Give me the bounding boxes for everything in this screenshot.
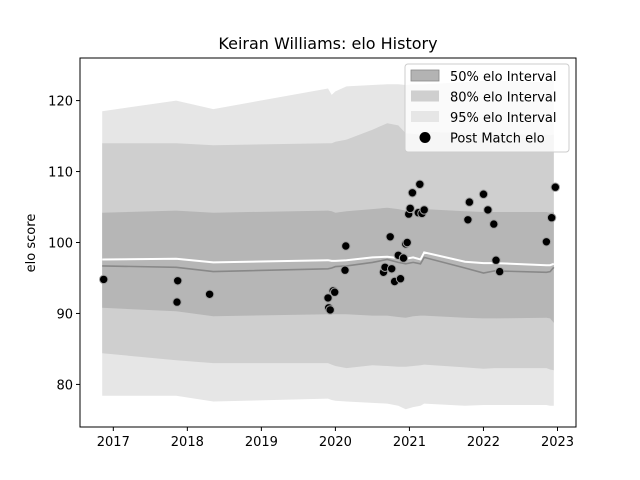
post-match-point — [325, 305, 335, 315]
post-match-point — [340, 265, 350, 275]
y-tick-label: 100 — [48, 237, 73, 252]
x-tick-label: 2022 — [467, 435, 500, 450]
x-tick-label: 2018 — [171, 435, 204, 450]
post-match-point — [463, 215, 473, 225]
median-line — [102, 256, 555, 274]
legend-swatch-band-50 — [410, 69, 440, 82]
legend-label: 95% elo Interval — [450, 111, 557, 126]
legend-box — [404, 63, 570, 153]
y-axis: 80 90 100 110 120 — [48, 95, 80, 393]
post-match-point — [491, 255, 501, 265]
post-match-point — [395, 274, 406, 284]
post-match-point — [323, 293, 333, 303]
post-match-point — [173, 276, 183, 286]
plot-area — [79, 57, 577, 428]
post-match-point — [464, 197, 475, 207]
x-tick-label: 2017 — [97, 435, 130, 450]
post-match-point — [405, 203, 415, 214]
legend-label: Post Match elo — [450, 132, 545, 147]
legend-marker-points — [419, 132, 431, 143]
x-tick-label: 2020 — [319, 435, 352, 450]
post-match-point — [204, 289, 215, 299]
y-axis-title: elo score — [24, 214, 39, 273]
y-tick-label: 120 — [48, 95, 73, 110]
chart-title: Keiran Williams: elo History — [218, 34, 437, 53]
post-match-point — [387, 264, 397, 274]
x-tick-label: 2023 — [541, 435, 574, 450]
x-tick-label: 2021 — [393, 435, 426, 450]
y-tick-label: 110 — [48, 166, 73, 181]
post-match-point — [541, 237, 552, 247]
legend-label: 50% elo Interval — [450, 70, 557, 85]
legend-label: 80% elo Interval — [450, 91, 557, 106]
post-match-point — [415, 179, 425, 190]
legend-swatch-band-80 — [411, 90, 439, 102]
legend: 50% elo Interval 80% elo Interval 95% elo … — [404, 63, 570, 153]
x-tick-label: 2019 — [245, 435, 278, 450]
post-match-point — [99, 274, 109, 285]
post-match-point — [489, 219, 499, 229]
post-match-point — [546, 213, 557, 223]
post-match-point — [407, 188, 418, 198]
post-match-point — [330, 287, 340, 297]
post-match-point — [341, 241, 351, 251]
post-match-point — [483, 205, 493, 215]
post-match-point — [398, 253, 409, 263]
y-tick-label: 90 — [56, 307, 73, 322]
post-match-point — [172, 297, 182, 307]
post-match-point — [550, 182, 560, 192]
post-match-point — [385, 232, 395, 242]
band-50-interval — [102, 207, 554, 323]
post-match-point — [402, 237, 412, 248]
post-match-point — [478, 189, 489, 199]
post-match-point — [419, 205, 429, 215]
y-tick-label: 80 — [56, 378, 73, 393]
x-axis: 2017 2018 2019 2020 2021 2022 2023 — [97, 427, 574, 450]
legend-swatch-band-95 — [411, 111, 439, 122]
post-match-point — [495, 266, 505, 277]
